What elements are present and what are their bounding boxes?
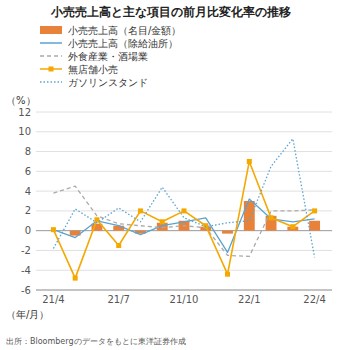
y-tick-label: 10 (18, 126, 31, 137)
legend-label: 小売売上高（名目/金額） (68, 25, 181, 36)
grid-line (36, 191, 332, 192)
x-axis-label: （年/月） (6, 309, 49, 320)
grid-line (36, 290, 332, 291)
legend: 小売売上高（名目/金額） 小売売上高（除給油所） 外食産業・酒場業無店舗小売ガソリン… (40, 25, 181, 88)
legend-swatch (40, 26, 62, 34)
y-tick-label: 8 (25, 146, 31, 157)
legend-swatch (40, 42, 62, 44)
marker (182, 208, 187, 213)
marker (290, 224, 295, 229)
x-tick-label: 22/1 (238, 294, 260, 305)
marker (116, 243, 121, 248)
marker (51, 227, 56, 232)
grid-line (36, 250, 332, 251)
source: 出所：Bloombergのデータをもとに東洋証券作成 (6, 337, 186, 346)
y-tick-label: -6 (21, 285, 31, 296)
marker (160, 219, 165, 224)
marker (225, 272, 230, 277)
grid-line (36, 270, 332, 271)
line (53, 161, 314, 278)
x-tick-label: 21/7 (107, 294, 129, 305)
legend-swatch (40, 81, 62, 83)
y-tick-label: 12 (18, 107, 31, 118)
bar (309, 221, 320, 231)
bar (244, 201, 255, 231)
legend-label: 小売売上高（除給油所） (68, 38, 178, 49)
bar (222, 231, 233, 234)
marker (247, 159, 252, 164)
x-tick-label: 21/4 (42, 294, 64, 305)
grid-line (36, 151, 332, 152)
bar (113, 226, 124, 231)
marker (94, 217, 99, 222)
grid (36, 112, 332, 290)
line (53, 139, 314, 258)
y-tick-label: 2 (25, 205, 31, 216)
y-tick-label: -4 (21, 265, 31, 276)
title: 小売売上高と主な項目の前月比変化率の推移 (50, 5, 291, 19)
x-tick-label: 22/4 (303, 294, 325, 305)
legend-label: ガソリンスタンド (68, 77, 148, 88)
marker (138, 208, 143, 213)
marker (203, 223, 208, 228)
y-tick-label: 6 (25, 166, 31, 177)
y-tick-label: 0 (25, 225, 31, 236)
grid-line (36, 131, 332, 132)
grid-line (36, 171, 332, 172)
y-axis-label: （%） (6, 95, 36, 106)
line (53, 186, 314, 256)
legend-swatch (40, 55, 62, 57)
legend-label: 無店舗小売 (68, 64, 118, 75)
y-tick-label: 4 (25, 186, 31, 197)
x-tick-label: 21/10 (170, 294, 199, 305)
x-axis-line (36, 290, 332, 291)
plot-marks (51, 139, 320, 281)
grid-line (36, 112, 332, 113)
legend-label: 外食産業・酒場業 (68, 51, 148, 62)
y-tick-label: -2 (21, 245, 31, 256)
chart: 小売売上高と主な項目の前月比変化率の推移小売売上高（名目/金額） 小売売上高（除給… (0, 0, 341, 350)
marker (312, 208, 317, 213)
legend-marker (49, 67, 54, 72)
marker (269, 215, 274, 220)
marker (73, 276, 78, 281)
